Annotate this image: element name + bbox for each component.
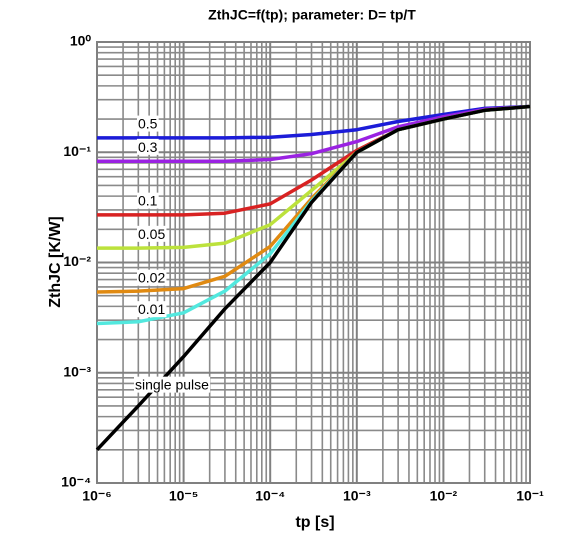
label-background bbox=[137, 301, 167, 318]
label-background bbox=[134, 376, 211, 393]
x-tick-label: 10⁻⁴ bbox=[255, 488, 285, 504]
x-axis-label: tp [s] bbox=[295, 514, 334, 531]
label-background bbox=[137, 192, 159, 209]
label-background bbox=[137, 115, 159, 132]
x-tick-label: 10⁻⁵ bbox=[169, 488, 199, 504]
curve bbox=[95, 104, 531, 451]
series-label: 0.05 bbox=[138, 226, 165, 242]
x-tick-label: 10⁻³ bbox=[343, 488, 371, 504]
series-label: 0.01 bbox=[138, 301, 165, 317]
series-label: 0.5 bbox=[138, 116, 158, 132]
y-tick-label: 10⁻² bbox=[63, 253, 91, 269]
x-tick-label: 10⁻⁶ bbox=[82, 488, 111, 504]
y-tick-label: 10⁻¹ bbox=[63, 143, 91, 159]
y-tick-label: 10⁰ bbox=[70, 33, 92, 49]
series-label: 0.3 bbox=[138, 139, 158, 155]
label-background bbox=[137, 269, 167, 286]
y-tick-label: 10⁻⁴ bbox=[61, 474, 91, 490]
chart-title: ZthJC=f(tp); parameter: D= tp/T bbox=[208, 7, 416, 23]
y-tick-label: 10⁻³ bbox=[63, 363, 91, 379]
series-label: 0.02 bbox=[138, 270, 165, 286]
y-axis-label: ZthJC [K/W] bbox=[47, 216, 64, 308]
series-label: 0.1 bbox=[138, 193, 158, 209]
label-background bbox=[137, 225, 167, 242]
x-tick-label: 10⁻¹ bbox=[516, 488, 544, 504]
x-tick-label: 10⁻² bbox=[430, 488, 458, 504]
curve bbox=[97, 104, 531, 163]
series-label: single pulse bbox=[135, 377, 209, 393]
label-background bbox=[137, 138, 159, 155]
plot-frame bbox=[96, 41, 531, 484]
